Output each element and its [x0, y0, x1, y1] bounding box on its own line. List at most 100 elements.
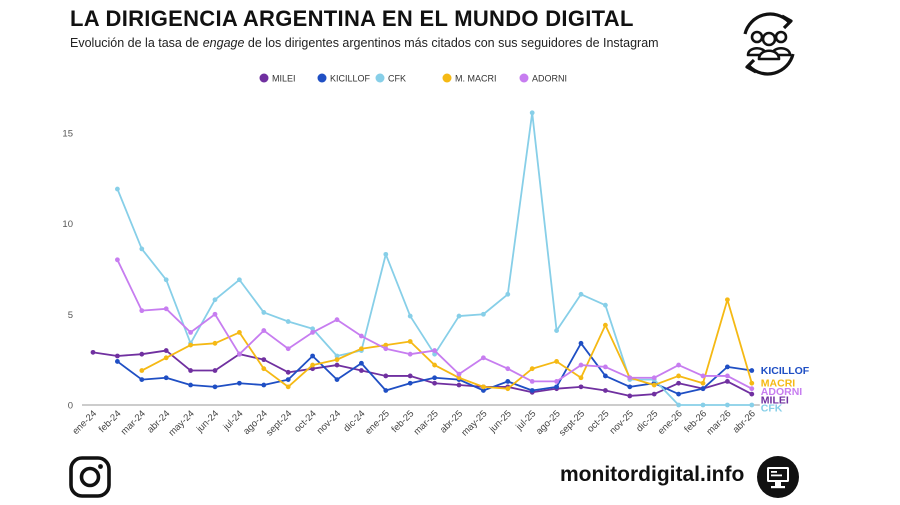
- data-point-milei-nov-25: [627, 393, 633, 399]
- data-point-m-macri-oct-24: [310, 362, 315, 368]
- data-point-adorni-sept-24: [285, 346, 291, 352]
- data-point-milei-mar-26: [725, 379, 730, 384]
- data-point-cfk-mar-25: [432, 351, 437, 357]
- end-label-adorni: ADORNI: [761, 386, 802, 398]
- data-point-kicillof-feb-24: [115, 359, 120, 364]
- data-point-adorni-feb-24: [115, 257, 120, 263]
- series-line-m-macri: [140, 298, 753, 390]
- data-point-adorni-mar-24: [139, 308, 145, 314]
- data-point-adorni-ago-25: [554, 379, 559, 384]
- data-point-cfk-jul-24: [237, 277, 242, 283]
- x-tick-label-abr-26: abr-26: [731, 408, 758, 435]
- data-point-kicillof-jul-24: [237, 380, 242, 386]
- data-point-kicillof-feb-26: [700, 386, 706, 392]
- legend-label-cfk: CFK: [388, 74, 406, 84]
- data-point-adorni-mar-25: [432, 348, 437, 353]
- y-tick-label-0: 0: [68, 401, 73, 412]
- data-point-m-macri-mar-26: [725, 297, 730, 303]
- data-point-kicillof-oct-24: [310, 353, 315, 359]
- x-tick-label-may-25: may-25: [459, 408, 489, 438]
- x-tick-label-ene-24: ene-24: [70, 408, 99, 437]
- data-point-kicillof-sept-24: [285, 377, 291, 382]
- data-point-m-macri-jul-25: [529, 366, 535, 372]
- data-point-m-macri-ene-25: [383, 342, 389, 348]
- data-point-cfk-jun-24: [212, 297, 218, 303]
- data-point-cfk-nov-24: [334, 353, 340, 359]
- data-point-cfk-feb-26: [700, 402, 706, 408]
- data-point-cfk-feb-25: [407, 313, 413, 319]
- data-point-m-macri-sept-24: [285, 384, 291, 390]
- data-point-m-macri-oct-25: [603, 322, 608, 328]
- data-point-kicillof-ene-25: [383, 388, 389, 393]
- data-point-m-macri-mar-25: [432, 362, 437, 368]
- x-tick-label-nov-25: nov-25: [608, 408, 636, 436]
- data-point-cfk-oct-24: [310, 326, 315, 332]
- x-tick-label-jun-25: jun-25: [487, 408, 514, 435]
- data-point-milei-ene-25: [383, 373, 389, 379]
- data-point-milei-nov-24: [334, 362, 340, 368]
- data-point-kicillof-abr-26: [749, 368, 755, 373]
- data-point-cfk-oct-25: [603, 302, 608, 308]
- data-point-kicillof-may-24: [188, 382, 194, 388]
- people-group-icon: [743, 12, 795, 76]
- data-point-adorni-feb-25: [407, 351, 413, 357]
- data-point-adorni-may-24: [188, 330, 194, 335]
- data-point-milei-ene-24: [90, 349, 96, 355]
- data-point-cfk-jul-25: [529, 110, 535, 116]
- data-point-kicillof-nov-25: [627, 384, 633, 390]
- data-point-milei-mar-24: [139, 351, 145, 357]
- x-tick-label-sept-25: sept-25: [557, 408, 587, 438]
- instagram-icon[interactable]: [68, 455, 112, 499]
- x-tick-label-jun-24: jun-24: [194, 408, 221, 435]
- data-point-kicillof-ene-26: [676, 391, 681, 397]
- data-point-kicillof-sept-25: [578, 340, 584, 346]
- x-tick-label-oct-24: oct-24: [292, 408, 318, 434]
- data-point-adorni-abr-25: [456, 371, 462, 377]
- series-line-cfk: [116, 111, 753, 406]
- site-url[interactable]: monitordigital.info: [560, 463, 745, 486]
- legend-marker-milei: [259, 73, 269, 83]
- data-point-milei-jun-24: [212, 368, 218, 373]
- data-point-milei-sept-25: [578, 384, 584, 390]
- y-tick-label-10: 10: [62, 219, 73, 230]
- data-point-kicillof-mar-26: [725, 364, 730, 370]
- monitor-icon: [757, 456, 799, 498]
- data-point-milei-feb-25: [407, 373, 413, 379]
- data-point-m-macri-abr-25: [456, 375, 462, 381]
- x-tick-label-nov-24: nov-24: [315, 408, 343, 436]
- data-point-cfk-abr-24: [163, 277, 169, 283]
- data-point-milei-dic-24: [359, 368, 364, 373]
- data-point-adorni-ene-25: [383, 346, 389, 352]
- data-point-m-macri-jul-24: [237, 330, 242, 335]
- legend-label-kicillof: KICILLOF: [330, 74, 371, 84]
- legend-marker-kicillof: [317, 73, 327, 83]
- data-point-cfk-feb-24: [115, 186, 120, 192]
- data-point-kicillof-nov-24: [334, 377, 340, 382]
- x-tick-label-mar-25: mar-25: [412, 408, 441, 437]
- data-point-kicillof-dic-24: [359, 360, 364, 366]
- data-point-m-macri-may-25: [481, 384, 486, 390]
- x-tick-label-may-24: may-24: [167, 408, 197, 438]
- data-point-milei-abr-26: [749, 391, 755, 397]
- data-point-adorni-feb-26: [700, 373, 706, 379]
- data-point-adorni-jun-25: [505, 366, 511, 372]
- data-point-cfk-ago-25: [554, 328, 559, 333]
- data-point-milei-may-24: [188, 368, 194, 373]
- data-point-milei-feb-24: [115, 353, 120, 359]
- data-point-adorni-ene-26: [676, 362, 681, 368]
- data-point-adorni-abr-24: [163, 306, 169, 312]
- data-point-adorni-abr-26: [749, 386, 755, 392]
- y-tick-label-5: 5: [68, 310, 73, 321]
- end-label-kicillof: KICILLOF: [761, 365, 810, 377]
- data-point-kicillof-mar-24: [139, 377, 145, 382]
- x-tick-label-ene-26: ene-26: [656, 408, 685, 437]
- data-point-adorni-dic-24: [359, 333, 364, 339]
- data-point-adorni-jul-24: [237, 351, 242, 357]
- legend-label-adorni: ADORNI: [532, 74, 567, 84]
- data-point-adorni-oct-25: [603, 364, 608, 370]
- data-point-m-macri-feb-25: [407, 339, 413, 344]
- data-point-kicillof-may-25: [481, 388, 486, 393]
- data-point-m-macri-ago-24: [261, 366, 267, 372]
- subtitle-text-emphasis: engage: [202, 36, 245, 50]
